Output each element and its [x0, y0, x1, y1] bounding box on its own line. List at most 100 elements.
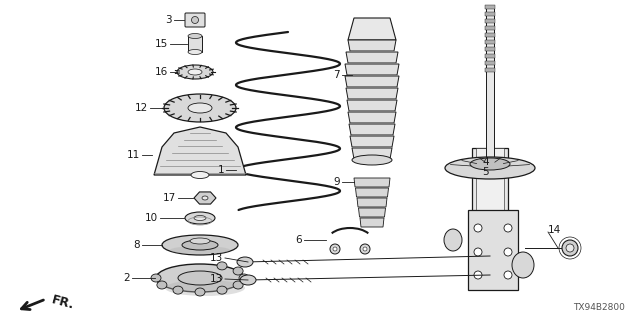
Bar	[485, 19, 495, 23]
Ellipse shape	[363, 247, 367, 251]
Ellipse shape	[352, 155, 392, 165]
Ellipse shape	[164, 94, 236, 122]
Bar	[485, 40, 495, 44]
Ellipse shape	[151, 274, 161, 282]
Ellipse shape	[470, 158, 510, 170]
Bar	[485, 47, 495, 51]
Bar	[485, 68, 495, 72]
Bar	[188, 36, 202, 52]
Ellipse shape	[188, 50, 202, 54]
Ellipse shape	[185, 212, 215, 224]
Ellipse shape	[217, 286, 227, 294]
Text: 13: 13	[210, 253, 223, 263]
Text: 11: 11	[127, 150, 140, 160]
Polygon shape	[154, 127, 246, 175]
Ellipse shape	[239, 274, 249, 282]
Ellipse shape	[162, 235, 238, 255]
Ellipse shape	[233, 281, 243, 289]
Text: 13: 13	[210, 274, 223, 284]
Bar	[486, 5, 494, 170]
Polygon shape	[347, 100, 397, 111]
Text: 1: 1	[218, 165, 224, 175]
Polygon shape	[345, 64, 399, 75]
Ellipse shape	[177, 65, 213, 79]
Ellipse shape	[173, 286, 183, 294]
Polygon shape	[346, 88, 398, 99]
FancyBboxPatch shape	[185, 13, 205, 27]
Text: 14: 14	[548, 225, 561, 235]
Ellipse shape	[237, 257, 253, 267]
Ellipse shape	[444, 229, 462, 251]
Bar	[476, 148, 504, 250]
Polygon shape	[349, 124, 395, 135]
Ellipse shape	[170, 246, 230, 254]
Ellipse shape	[156, 264, 244, 292]
Text: 10: 10	[145, 213, 158, 223]
Ellipse shape	[504, 248, 512, 256]
Ellipse shape	[188, 34, 202, 38]
Ellipse shape	[512, 252, 534, 278]
Text: 17: 17	[163, 193, 176, 203]
Polygon shape	[350, 136, 394, 147]
Polygon shape	[348, 112, 396, 123]
Bar	[485, 33, 495, 37]
Bar	[485, 61, 495, 65]
Ellipse shape	[182, 240, 218, 250]
Ellipse shape	[474, 248, 482, 256]
Polygon shape	[348, 40, 396, 51]
Ellipse shape	[566, 244, 574, 252]
Text: TX94B2800: TX94B2800	[573, 303, 625, 312]
Ellipse shape	[240, 275, 256, 285]
Bar	[472, 148, 508, 270]
Text: 5: 5	[482, 167, 488, 177]
Ellipse shape	[157, 281, 167, 289]
Text: 4: 4	[482, 157, 488, 167]
Text: 9: 9	[333, 177, 340, 187]
Text: 8: 8	[133, 240, 140, 250]
Polygon shape	[354, 178, 390, 187]
Text: 16: 16	[155, 67, 168, 77]
Ellipse shape	[474, 271, 482, 279]
Ellipse shape	[191, 172, 209, 179]
Ellipse shape	[504, 224, 512, 232]
Text: 6: 6	[296, 235, 302, 245]
Polygon shape	[345, 76, 399, 87]
Ellipse shape	[504, 271, 512, 279]
Polygon shape	[360, 218, 384, 227]
Ellipse shape	[233, 267, 243, 275]
Ellipse shape	[165, 280, 245, 296]
Bar	[468, 210, 518, 290]
Ellipse shape	[191, 17, 198, 23]
Polygon shape	[348, 18, 396, 40]
Polygon shape	[346, 52, 398, 63]
Ellipse shape	[194, 215, 206, 220]
Polygon shape	[358, 208, 385, 217]
Text: 15: 15	[155, 39, 168, 49]
Text: 7: 7	[333, 70, 340, 80]
Ellipse shape	[562, 240, 578, 256]
Bar	[485, 26, 495, 30]
Ellipse shape	[330, 244, 340, 254]
Ellipse shape	[178, 271, 222, 285]
Bar	[485, 54, 495, 58]
Text: 2: 2	[124, 273, 130, 283]
Bar	[485, 12, 495, 16]
Ellipse shape	[445, 157, 535, 179]
Ellipse shape	[217, 262, 227, 270]
Bar	[485, 5, 495, 9]
Text: 3: 3	[165, 15, 172, 25]
Ellipse shape	[195, 288, 205, 296]
Ellipse shape	[188, 69, 202, 75]
Text: FR.: FR.	[50, 294, 76, 312]
Ellipse shape	[202, 196, 208, 200]
Ellipse shape	[188, 103, 212, 113]
Polygon shape	[352, 148, 392, 159]
Ellipse shape	[360, 244, 370, 254]
Ellipse shape	[190, 238, 210, 244]
Ellipse shape	[474, 224, 482, 232]
Text: 12: 12	[135, 103, 148, 113]
Polygon shape	[355, 188, 388, 197]
Polygon shape	[194, 192, 216, 204]
Ellipse shape	[333, 247, 337, 251]
Polygon shape	[357, 198, 387, 207]
